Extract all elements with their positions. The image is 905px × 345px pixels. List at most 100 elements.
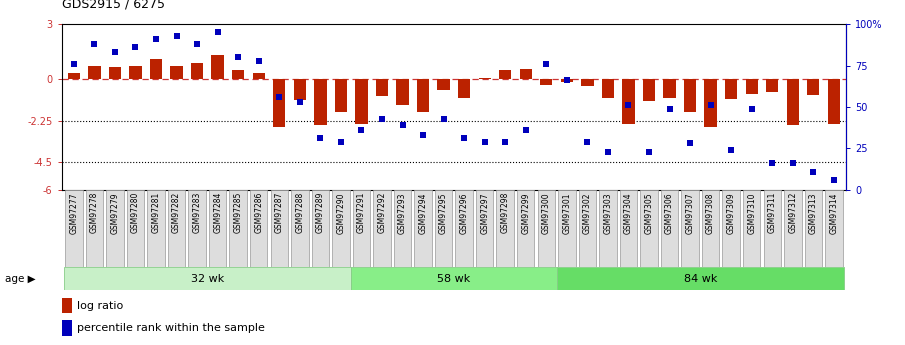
Text: GSM97300: GSM97300 — [542, 192, 551, 234]
FancyBboxPatch shape — [65, 190, 82, 267]
FancyBboxPatch shape — [825, 190, 843, 267]
Text: GSM97279: GSM97279 — [110, 192, 119, 234]
Text: GSM97297: GSM97297 — [481, 192, 490, 234]
Bar — [746, 79, 757, 94]
FancyBboxPatch shape — [291, 190, 309, 267]
Point — [415, 132, 430, 138]
Text: GSM97289: GSM97289 — [316, 192, 325, 234]
Text: GSM97307: GSM97307 — [686, 192, 694, 234]
Bar — [499, 70, 511, 79]
Point — [826, 177, 841, 183]
Text: GSM97294: GSM97294 — [418, 192, 427, 234]
Point — [292, 99, 307, 105]
FancyBboxPatch shape — [167, 190, 186, 267]
Point — [436, 116, 451, 121]
FancyBboxPatch shape — [148, 190, 165, 267]
Text: GSM97292: GSM97292 — [377, 192, 386, 234]
Bar — [356, 79, 367, 124]
FancyBboxPatch shape — [476, 190, 493, 267]
Bar — [479, 78, 491, 79]
Bar — [68, 73, 80, 79]
Point — [786, 160, 800, 166]
Text: GSM97303: GSM97303 — [604, 192, 613, 234]
FancyBboxPatch shape — [764, 190, 781, 267]
Bar — [437, 79, 450, 90]
Text: 58 wk: 58 wk — [437, 274, 471, 284]
Bar — [396, 79, 409, 105]
FancyBboxPatch shape — [557, 267, 844, 290]
Bar — [191, 63, 204, 79]
Text: GSM97283: GSM97283 — [193, 192, 202, 234]
Point — [108, 50, 122, 55]
Text: GSM97287: GSM97287 — [275, 192, 284, 234]
Point — [395, 122, 410, 128]
Text: GSM97302: GSM97302 — [583, 192, 592, 234]
Text: GSM97296: GSM97296 — [460, 192, 469, 234]
Bar — [725, 79, 738, 99]
Text: GSM97285: GSM97285 — [233, 192, 243, 234]
Text: GSM97277: GSM97277 — [70, 192, 79, 234]
Text: GSM97306: GSM97306 — [665, 192, 674, 234]
FancyBboxPatch shape — [578, 190, 596, 267]
Bar — [212, 56, 224, 79]
Point — [375, 116, 389, 121]
Point — [662, 106, 677, 111]
Text: GSM97291: GSM97291 — [357, 192, 366, 234]
FancyBboxPatch shape — [661, 190, 678, 267]
FancyBboxPatch shape — [722, 190, 740, 267]
FancyBboxPatch shape — [805, 190, 822, 267]
Bar — [109, 67, 121, 79]
Point — [745, 106, 759, 111]
Point — [498, 139, 512, 145]
Bar — [828, 79, 840, 125]
Point — [683, 141, 698, 146]
Bar — [335, 79, 347, 112]
Bar — [561, 79, 573, 82]
Bar — [417, 79, 429, 112]
FancyBboxPatch shape — [640, 190, 658, 267]
Point — [642, 149, 656, 155]
FancyBboxPatch shape — [209, 190, 226, 267]
Point — [559, 78, 574, 83]
Point — [580, 139, 595, 145]
Text: GSM97313: GSM97313 — [809, 192, 818, 234]
Bar — [458, 79, 471, 98]
Point — [621, 102, 635, 108]
Point — [169, 33, 184, 39]
Point — [457, 136, 472, 141]
Text: 32 wk: 32 wk — [191, 274, 224, 284]
FancyBboxPatch shape — [414, 190, 432, 267]
Bar — [623, 79, 634, 125]
Point — [190, 41, 205, 47]
Bar — [643, 79, 655, 101]
FancyBboxPatch shape — [784, 190, 802, 267]
FancyBboxPatch shape — [558, 190, 576, 267]
Text: GSM97286: GSM97286 — [254, 192, 263, 234]
Text: 84 wk: 84 wk — [683, 274, 717, 284]
Text: GSM97298: GSM97298 — [500, 192, 510, 234]
Point — [601, 149, 615, 155]
Text: GSM97308: GSM97308 — [706, 192, 715, 234]
Text: GSM97284: GSM97284 — [214, 192, 222, 234]
Point — [210, 30, 224, 35]
Point — [806, 169, 821, 174]
FancyBboxPatch shape — [394, 190, 411, 267]
Bar — [150, 59, 162, 79]
Text: GSM97312: GSM97312 — [788, 192, 797, 234]
FancyBboxPatch shape — [455, 190, 472, 267]
Bar — [581, 79, 594, 86]
Bar — [540, 79, 552, 85]
Point — [272, 94, 287, 100]
FancyBboxPatch shape — [497, 190, 514, 267]
Point — [724, 147, 738, 153]
Bar — [766, 79, 778, 92]
Text: GSM97310: GSM97310 — [748, 192, 757, 234]
Bar — [170, 66, 183, 79]
Text: GSM97304: GSM97304 — [624, 192, 633, 234]
FancyBboxPatch shape — [620, 190, 637, 267]
Point — [252, 58, 266, 63]
FancyBboxPatch shape — [127, 190, 144, 267]
FancyBboxPatch shape — [435, 190, 452, 267]
Point — [703, 102, 718, 108]
Text: GSM97278: GSM97278 — [90, 192, 99, 234]
